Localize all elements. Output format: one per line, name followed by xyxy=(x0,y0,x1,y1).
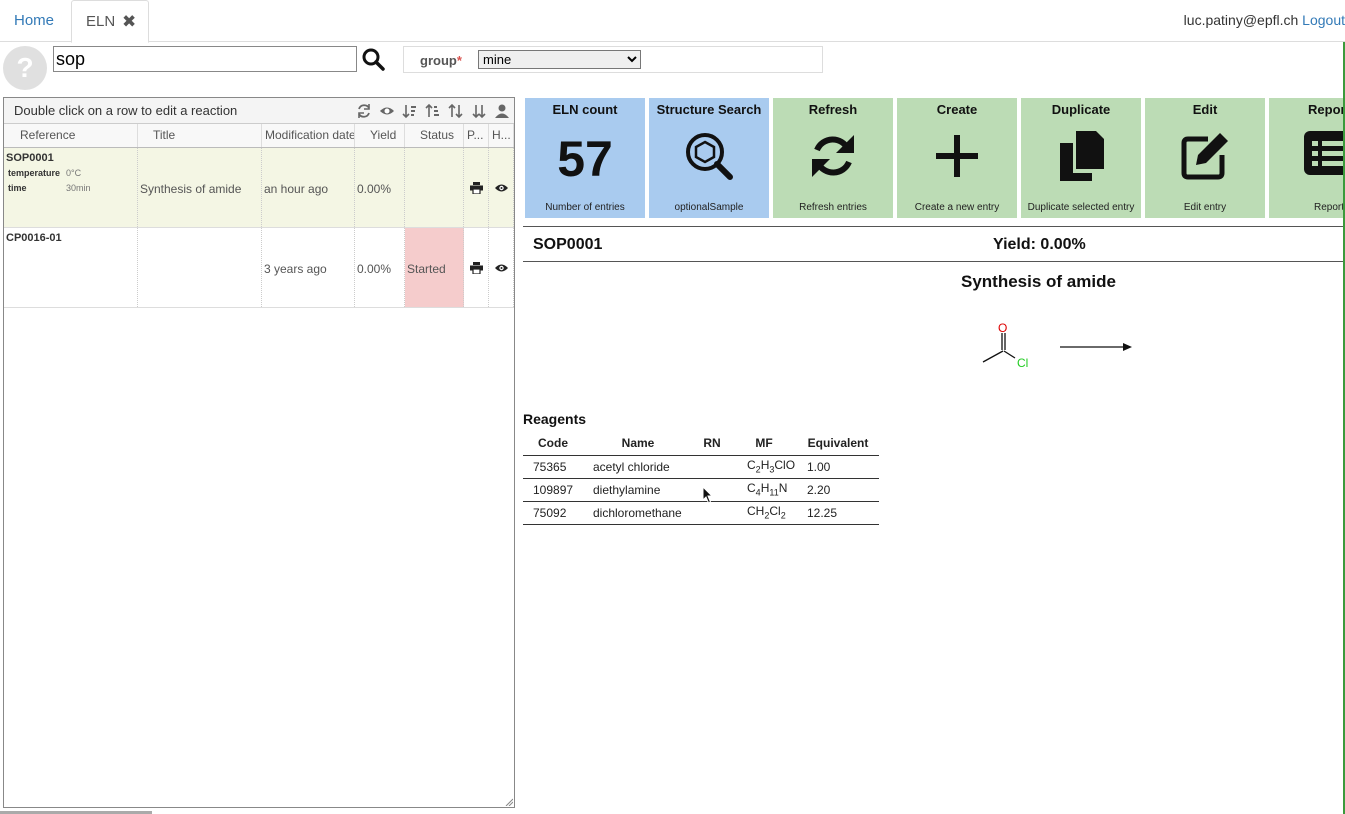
tile-create[interactable]: Create Create a new entry xyxy=(897,98,1017,218)
copy-icon xyxy=(1060,131,1104,181)
reaction-title: Synthesis of amide xyxy=(961,272,1116,291)
reagent-mf: CH2Cl2 xyxy=(731,501,797,525)
structure-search-icon xyxy=(686,133,733,180)
plus-icon xyxy=(936,135,978,177)
col-name: Name xyxy=(583,432,693,456)
refresh-icon xyxy=(812,135,854,177)
oxygen-atom: O xyxy=(998,321,1007,335)
resize-handle-icon[interactable] xyxy=(505,798,513,806)
tab-home[interactable]: Home xyxy=(14,12,55,29)
tile-structure-search[interactable]: Structure Search optionalSample xyxy=(649,98,769,218)
tile-edit[interactable]: Edit Edit entry xyxy=(1145,98,1265,218)
condition: time 30min xyxy=(8,183,91,193)
reagent-name: dichloromethane xyxy=(583,501,693,525)
detail-reference: SOP0001 xyxy=(533,236,603,253)
top-bar: Home ELN ✖ luc.patiny@epfl.ch Logout xyxy=(0,0,1345,43)
tile-refresh[interactable]: Refresh Refresh entries xyxy=(773,98,893,218)
tile-report[interactable]: Report Report xyxy=(1269,98,1345,218)
reagent-code: 75365 xyxy=(523,455,583,479)
reagents-title: Reagents xyxy=(523,411,587,427)
help-icon[interactable]: ? xyxy=(3,46,47,90)
mouse-cursor-icon xyxy=(702,486,714,504)
tab-eln[interactable]: ELN ✖ xyxy=(71,0,149,43)
list-hint: Double click on a row to edit a reaction xyxy=(14,103,238,118)
edit-icon xyxy=(1181,133,1228,180)
reagent-name: acetyl chloride xyxy=(583,455,693,479)
col-equivalent: Equivalent xyxy=(797,432,879,456)
reagent-equivalent: 1.00 xyxy=(797,455,879,479)
detail-yield: Yield: 0.00% xyxy=(993,236,1086,253)
row-title: Synthesis of amide xyxy=(140,182,242,196)
right-edge-bar xyxy=(1343,42,1345,814)
table-row[interactable]: CP0016-01 3 years ago 0.00% Started xyxy=(4,228,514,308)
close-icon[interactable]: ✖ xyxy=(122,12,137,31)
reagent-mf: C4H11N xyxy=(731,478,797,502)
sort-toggle-icon[interactable] xyxy=(448,103,464,119)
chlorine-atom: Cl xyxy=(1017,356,1028,370)
reagent-code: 75092 xyxy=(523,501,583,525)
row-yield: 0.00% xyxy=(357,182,392,196)
col-status[interactable]: Status xyxy=(405,124,464,147)
table-row[interactable]: SOP0001 temperature 0°C time 30min Synthes… xyxy=(4,148,514,228)
eye-icon[interactable] xyxy=(495,182,508,194)
reagent-equivalent: 2.20 xyxy=(797,478,879,502)
eye-icon[interactable] xyxy=(495,262,508,274)
reagents-table: Code Name RN MF Equivalent 75365 acetyl c… xyxy=(523,432,879,525)
reagent-rn xyxy=(693,501,731,525)
detail-header: SOP0001 Yield: 0.00% xyxy=(523,226,1345,262)
search-icon[interactable] xyxy=(361,47,385,71)
reagent-code: 109897 xyxy=(523,478,583,502)
refresh-icon[interactable] xyxy=(356,103,372,119)
sort-desc-icon[interactable] xyxy=(425,103,441,119)
eye-icon[interactable] xyxy=(379,103,395,119)
row-reference: SOP0001 xyxy=(6,152,54,164)
condition: temperature 0°C xyxy=(8,168,82,178)
group-label: group* xyxy=(420,53,462,68)
horizontal-scrollbar[interactable] xyxy=(0,811,152,814)
reagent-mf: C2H3ClO xyxy=(731,455,797,479)
row-status: Started xyxy=(407,262,446,276)
user-area: luc.patiny@epfl.ch Logout xyxy=(1184,12,1345,28)
reaction-list-panel: Double click on a row to edit a reaction… xyxy=(3,97,515,808)
tab-eln-label: ELN xyxy=(86,13,116,30)
action-tiles: ELN count 57 Number of entries Structure… xyxy=(524,98,1345,218)
reagent-equivalent: 12.25 xyxy=(797,501,879,525)
reagent-rn xyxy=(693,455,731,479)
user-email: luc.patiny@epfl.ch xyxy=(1183,12,1299,28)
col-mf: MF xyxy=(731,432,797,456)
col-reference[interactable]: Reference xyxy=(4,124,138,147)
list-column-headers: Reference Title Modification date Yield … xyxy=(4,124,514,148)
col-yield[interactable]: Yield xyxy=(355,124,405,147)
sort-bottom-icon[interactable] xyxy=(471,103,487,119)
list-icon xyxy=(1304,131,1345,175)
print-icon[interactable] xyxy=(470,182,483,194)
col-print[interactable]: P... xyxy=(464,124,489,147)
row-reference: CP0016-01 xyxy=(6,232,62,244)
eln-count-value: 57 xyxy=(557,131,613,187)
print-icon[interactable] xyxy=(470,262,483,274)
tile-duplicate[interactable]: Duplicate Duplicate selected entry xyxy=(1021,98,1141,218)
reagent-row[interactable]: 109897 diethylamine C4H11N 2.20 xyxy=(523,478,879,502)
col-code: Code xyxy=(523,432,583,456)
user-icon[interactable] xyxy=(494,103,510,119)
reaction-scheme: O Cl xyxy=(982,321,1132,370)
col-rn: RN xyxy=(693,432,731,456)
list-header: Double click on a row to edit a reaction xyxy=(4,98,514,124)
row-modified: 3 years ago xyxy=(264,262,327,276)
col-hide[interactable]: H... xyxy=(489,124,514,147)
reagent-name: diethylamine xyxy=(583,478,693,502)
reagent-row[interactable]: 75092 dichloromethane CH2Cl2 12.25 xyxy=(523,501,879,525)
row-yield: 0.00% xyxy=(357,262,392,276)
group-select[interactable]: mine xyxy=(478,50,641,69)
col-title[interactable]: Title xyxy=(138,124,262,147)
group-filter: group* mine xyxy=(403,46,823,73)
col-modification-date[interactable]: Modification date xyxy=(262,124,355,147)
reagent-row[interactable]: 75365 acetyl chloride C2H3ClO 1.00 xyxy=(523,455,879,479)
logout-link[interactable]: Logout xyxy=(1302,12,1345,28)
sort-asc-icon[interactable] xyxy=(402,103,418,119)
row-modified: an hour ago xyxy=(264,182,329,196)
search-input[interactable] xyxy=(53,46,357,72)
tile-eln-count: ELN count 57 Number of entries xyxy=(525,98,645,218)
